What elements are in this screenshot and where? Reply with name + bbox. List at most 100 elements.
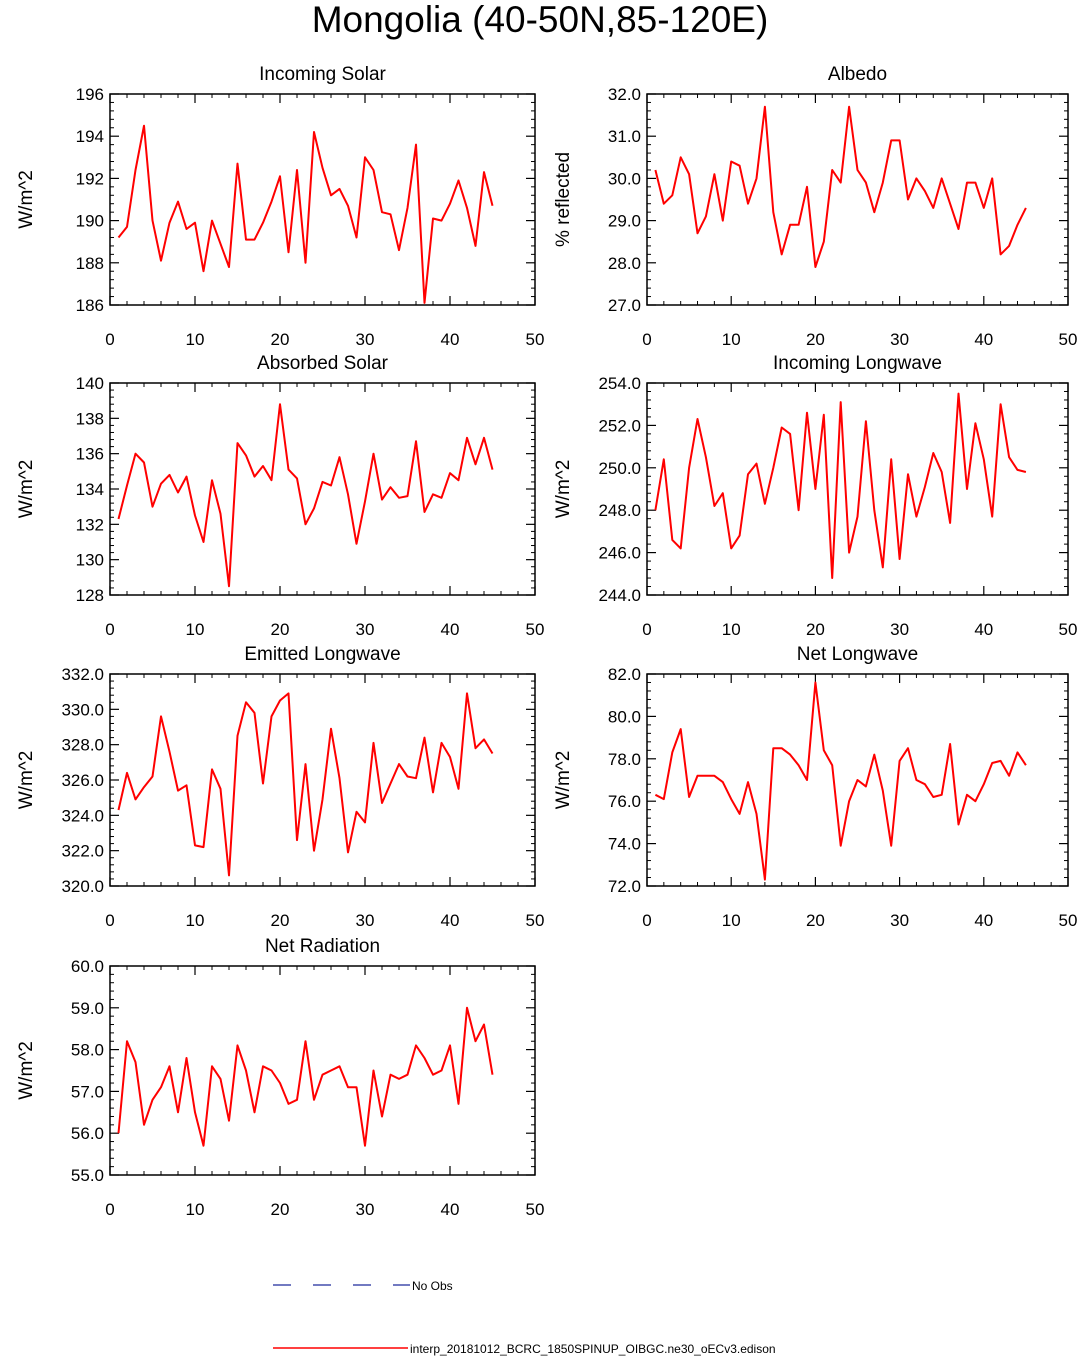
x-tick-label: 50 [1059,620,1078,639]
y-tick-label: 134 [76,480,104,499]
x-tick-label: 20 [271,911,290,930]
x-tick-label: 40 [974,330,993,349]
x-tick-label: 20 [271,330,290,349]
y-axis-label: W/m^2 [16,1041,37,1100]
plot-frame [109,965,536,1176]
plot-frame [646,93,1069,306]
plot-frame [646,382,1069,596]
x-tick-label: 10 [186,330,205,349]
x-tick-label: 30 [890,620,909,639]
y-tick-label: 82.0 [608,665,641,684]
y-tick-label: 328.0 [61,736,104,755]
x-tick-label: 50 [526,1200,545,1219]
x-tick-label: 30 [356,620,375,639]
panel-2: 0 10 20 30 40 50 27.0 28.0 29.0 30.0 31.0 32.0 Albed… [553,64,1077,349]
x-tick-label: 20 [806,620,825,639]
y-tick-label: 138 [76,409,104,428]
y-tick-label: 74.0 [608,835,641,854]
y-axis-label: W/m^2 [553,751,574,810]
y-tick-label: 31.0 [608,127,641,146]
x-tick-label: 0 [642,330,651,349]
series-line [117,124,494,304]
panel-title: Incoming Longwave [773,353,942,374]
series-line [654,105,1027,268]
panel-7: 0 10 20 30 40 50 55.0 56.0 57.0 58.0 59.0 60.0 Net R… [16,936,544,1219]
page-title: Mongolia (40-50N,85-120E) [311,0,769,40]
series-line [117,692,494,877]
y-tick-label: 186 [76,296,104,315]
x-tick-label: 40 [974,911,993,930]
x-tick-label: 50 [1059,911,1078,930]
y-tick-label: 57.0 [71,1082,104,1101]
x-tick-label: 30 [890,911,909,930]
y-tick-label: 80.0 [608,707,641,726]
y-tick-label: 30.0 [608,169,641,188]
y-tick-label: 130 [76,551,104,570]
x-tick-label: 10 [722,620,741,639]
y-tick-label: 32.0 [608,85,641,104]
legend-model-label: interp_20181012_BCRC_1850SPINUP_OIBGC.ne… [410,1342,776,1356]
y-tick-label: 252.0 [598,416,641,435]
plot-frame [646,673,1069,887]
y-tick-label: 326.0 [61,771,104,790]
legend-obs-label: No Obs [412,1279,453,1293]
x-tick-label: 20 [806,330,825,349]
y-tick-label: 56.0 [71,1124,104,1143]
y-tick-label: 140 [76,374,104,393]
x-tick-label: 10 [186,1200,205,1219]
panel-4: 0 10 20 30 40 50 244.0 246.0 248.0 250.0 252.0 254.… [553,353,1077,639]
x-tick-label: 0 [105,1200,114,1219]
x-tick-label: 10 [722,911,741,930]
y-tick-label: 192 [76,169,104,188]
y-tick-label: 332.0 [61,665,104,684]
panel-3: 0 10 20 30 40 50 128 130 132 134 136 138 140 Absorbed… [16,353,544,639]
x-tick-label: 10 [186,620,205,639]
series-line [654,681,1027,881]
x-tick-label: 20 [271,1200,290,1219]
x-tick-label: 40 [441,911,460,930]
panel-6: 0 10 20 30 40 50 72.0 74.0 76.0 78.0 80.0 82.0 Net L… [553,644,1077,930]
y-tick-label: 59.0 [71,999,104,1018]
y-tick-label: 76.0 [608,792,641,811]
panel-title: Albedo [828,64,887,85]
y-tick-label: 196 [76,85,104,104]
panel-title: Net Longwave [797,644,918,665]
y-tick-label: 250.0 [598,459,641,478]
x-tick-label: 0 [642,911,651,930]
plot-frame [109,93,536,306]
panel-title: Incoming Solar [259,64,386,85]
y-tick-label: 322.0 [61,842,104,861]
x-tick-label: 40 [441,1200,460,1219]
y-tick-label: 29.0 [608,212,641,231]
y-tick-label: 60.0 [71,957,104,976]
x-tick-label: 0 [105,911,114,930]
x-tick-label: 50 [526,911,545,930]
y-tick-label: 188 [76,254,104,273]
y-tick-label: 194 [76,127,104,146]
x-tick-label: 50 [526,620,545,639]
y-tick-label: 330.0 [61,700,104,719]
y-tick-label: 244.0 [598,586,641,605]
y-axis-label: % reflected [553,152,574,247]
x-tick-label: 0 [105,620,114,639]
series-line [654,392,1027,579]
y-tick-label: 55.0 [71,1166,104,1185]
y-tick-label: 136 [76,445,104,464]
y-tick-label: 72.0 [608,877,641,896]
panel-title: Absorbed Solar [257,353,389,374]
x-tick-label: 30 [356,330,375,349]
x-tick-label: 30 [890,330,909,349]
x-tick-label: 10 [722,330,741,349]
y-tick-label: 324.0 [61,806,104,825]
y-tick-label: 320.0 [61,877,104,896]
series-line [117,1006,494,1147]
x-tick-label: 0 [642,620,651,639]
x-tick-label: 40 [441,620,460,639]
panel-5: 0 10 20 30 40 50 320.0 322.0 324.0 326.0 328.0 330.… [16,644,544,930]
y-tick-label: 190 [76,212,104,231]
series-line [117,403,494,588]
y-axis-label: W/m^2 [16,460,37,519]
x-tick-label: 40 [441,330,460,349]
